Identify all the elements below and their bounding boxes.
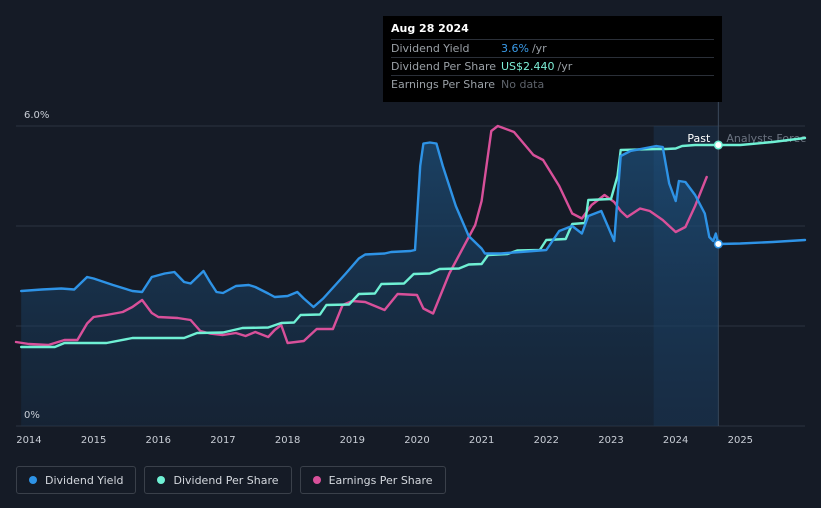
forecast-label: Analysts Forec — [726, 132, 806, 145]
x-tick-label: 2024 — [663, 435, 688, 446]
legend-label: Dividend Yield — [45, 473, 124, 487]
legend-dot-icon — [312, 476, 321, 484]
axis-layer: 6.0% 0% 2014 2015 2016 2017 2018 2019 2020 2021 20… — [16, 110, 753, 446]
legend-dot-icon — [29, 476, 37, 484]
series-layer — [14, 124, 807, 349]
x-tick-label: 2014 — [16, 435, 41, 446]
tooltip-unit: /yr — [531, 42, 547, 55]
tooltip-value: US$2.440 — [501, 60, 555, 73]
yield-area-layer — [21, 142, 719, 426]
tooltip-date: Aug 28 2024 — [391, 22, 469, 35]
tooltip-unit: /yr — [557, 60, 573, 73]
legend-item-earnings-per-share[interactable]: Earnings Per Share — [299, 466, 446, 494]
x-tick-label: 2022 — [534, 435, 559, 446]
x-tick-label: 2025 — [728, 435, 753, 446]
tooltip-value: No data — [501, 78, 545, 91]
x-tick-label: 2021 — [469, 435, 494, 446]
tooltip-panel: Aug 28 2024 Dividend Yield 3.6% /yr Divi… — [383, 16, 722, 102]
x-tick-label: 2016 — [146, 435, 171, 446]
tooltip-label: Dividend Yield — [391, 42, 470, 55]
x-tick-label: 2019 — [340, 435, 365, 446]
legend-item-dividend-per-share[interactable]: Dividend Per Share — [144, 466, 292, 494]
chart-legend: Dividend Yield Dividend Per Share Earnin… — [16, 466, 446, 494]
legend-label: Earnings Per Share — [328, 473, 433, 487]
y-tick-label: 0% — [24, 410, 40, 421]
dividend-per-share-line — [20, 136, 807, 349]
x-tick-label: 2020 — [404, 435, 429, 446]
x-tick-label: 2023 — [598, 435, 623, 446]
dividend-per-share-marker — [713, 140, 723, 150]
tooltip-row-dividend-per-share: Dividend Per Share US$2.440 /yr — [391, 57, 714, 75]
tooltip-label: Dividend Per Share — [391, 60, 497, 73]
legend-label: Dividend Per Share — [173, 473, 279, 487]
tooltip-label: Earnings Per Share — [391, 78, 496, 91]
past-label: Past — [687, 132, 711, 145]
tooltip-value: 3.6% — [501, 42, 529, 55]
y-tick-label: 6.0% — [24, 110, 49, 121]
tooltip-row-dividend-yield: Dividend Yield 3.6% /yr — [391, 39, 714, 57]
dividend-yield-marker — [713, 239, 723, 249]
x-tick-label: 2017 — [210, 435, 235, 446]
legend-dot-icon — [157, 476, 166, 484]
x-tick-label: 2015 — [81, 435, 106, 446]
x-tick-label: 2018 — [275, 435, 300, 446]
dividend-yield-line — [20, 141, 807, 309]
yield-area — [21, 142, 719, 426]
tooltip-row-earnings-per-share: Earnings Per Share No data — [391, 75, 714, 93]
legend-item-dividend-yield[interactable]: Dividend Yield — [16, 466, 137, 494]
marker-layer — [713, 140, 723, 249]
